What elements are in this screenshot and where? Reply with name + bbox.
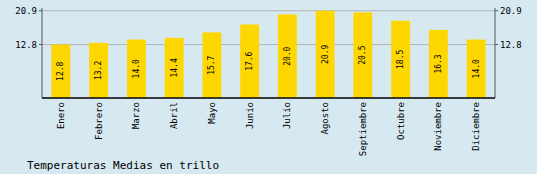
x-tick-label: Octubre	[396, 102, 406, 140]
bar	[165, 38, 184, 98]
chart: 12.8 13.2 14.0 14.4 15.7 17.6 20.0 20.9 20.5 18.5…	[0, 0, 537, 174]
data-label: 20.0	[283, 46, 292, 65]
data-label: 20.5	[358, 45, 367, 64]
background	[0, 0, 537, 174]
bar	[278, 14, 297, 98]
bar	[353, 12, 372, 98]
y2-tick-label: 20.9	[500, 6, 522, 16]
x-tick-label: Diciembre	[471, 102, 481, 151]
data-label: 20.9	[321, 45, 330, 64]
x-tick-label: Julio	[282, 102, 292, 129]
title: Temperaturas Medias en trillo	[27, 159, 219, 172]
data-label: 15.7	[207, 55, 216, 74]
y-tick	[39, 10, 42, 11]
x-axis-line	[42, 97, 495, 99]
y2-tick	[495, 10, 498, 11]
x-tick-label: Agosto	[320, 102, 330, 135]
x-tick-label: Junio	[245, 102, 255, 129]
bar	[51, 45, 70, 98]
data-label: 16.3	[434, 54, 443, 73]
grid-line	[42, 44, 495, 45]
grid-line	[42, 10, 495, 11]
x-tick-label: Marzo	[131, 102, 141, 129]
data-label: 14.0	[132, 59, 141, 78]
x-tick-label: Mayo	[207, 102, 217, 124]
x-tick-label: Febrero	[94, 102, 104, 140]
bar	[429, 30, 448, 98]
x-tick-label: Septiembre	[358, 102, 368, 156]
x-tick-label: Abril	[169, 102, 179, 129]
y2-axis-line	[495, 8, 496, 98]
data-label: 14.4	[170, 58, 179, 77]
bar	[391, 21, 410, 98]
y-tick-label: 20.9	[15, 6, 37, 16]
bars	[51, 11, 485, 98]
y-tick	[39, 44, 42, 45]
bar	[316, 11, 335, 98]
data-label: 14.0	[472, 59, 481, 78]
y2-tick	[495, 44, 498, 45]
data-label: 12.8	[56, 61, 65, 80]
bar	[127, 40, 146, 98]
data-label: 13.2	[94, 61, 103, 80]
y2-tick-label: 12.8	[500, 40, 522, 50]
data-label: 17.6	[245, 51, 254, 70]
y-axis-line	[42, 8, 43, 98]
data-label: 18.5	[396, 50, 405, 69]
x-tick-label: Noviembre	[433, 102, 443, 151]
x-tick-label: Enero	[56, 102, 66, 129]
chart-container: 12.8 13.2 14.0 14.4 15.7 17.6 20.0 20.9 20.5 18.5…	[0, 0, 537, 174]
bar	[240, 24, 259, 98]
y-tick-label: 12.8	[15, 40, 37, 50]
bar	[202, 32, 221, 98]
bar	[467, 40, 486, 98]
bar	[89, 43, 108, 98]
